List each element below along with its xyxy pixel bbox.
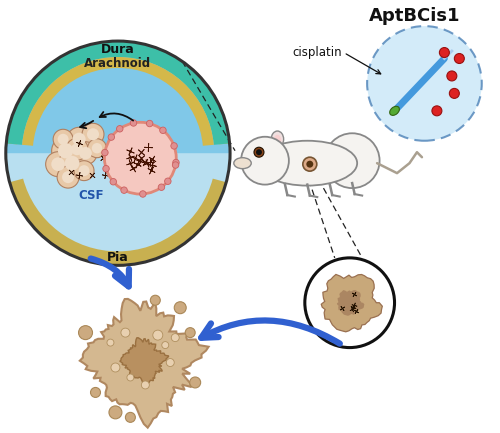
Circle shape (103, 165, 110, 172)
Wedge shape (22, 57, 214, 146)
Circle shape (6, 41, 230, 265)
Circle shape (160, 127, 166, 133)
Circle shape (172, 333, 179, 342)
Circle shape (67, 127, 91, 151)
Ellipse shape (258, 141, 357, 186)
Circle shape (121, 187, 128, 194)
Wedge shape (6, 41, 230, 153)
Circle shape (78, 326, 92, 339)
Circle shape (172, 162, 179, 168)
Circle shape (172, 159, 179, 166)
Circle shape (57, 166, 79, 188)
Circle shape (174, 302, 186, 313)
Circle shape (303, 157, 317, 171)
Circle shape (116, 126, 123, 132)
Circle shape (150, 295, 160, 305)
Circle shape (306, 161, 314, 168)
Circle shape (62, 171, 74, 183)
Circle shape (109, 406, 122, 419)
Ellipse shape (234, 158, 251, 169)
Circle shape (87, 128, 99, 140)
Ellipse shape (274, 135, 281, 146)
Circle shape (64, 156, 80, 171)
Circle shape (82, 123, 104, 145)
Circle shape (164, 178, 171, 184)
Circle shape (447, 71, 457, 81)
Ellipse shape (390, 106, 400, 115)
Polygon shape (322, 275, 382, 332)
Circle shape (432, 106, 442, 116)
Circle shape (440, 48, 450, 58)
Wedge shape (10, 179, 226, 265)
Ellipse shape (271, 131, 283, 148)
Circle shape (90, 388, 101, 397)
Circle shape (46, 152, 70, 177)
Polygon shape (120, 338, 169, 387)
Circle shape (74, 161, 94, 181)
Wedge shape (6, 41, 230, 144)
Circle shape (53, 129, 73, 149)
Circle shape (102, 149, 108, 156)
Circle shape (110, 178, 116, 185)
Text: Pia: Pia (107, 252, 129, 265)
Circle shape (78, 165, 90, 176)
Circle shape (305, 258, 394, 348)
Circle shape (58, 134, 68, 145)
Circle shape (153, 330, 163, 340)
Text: CSF: CSF (78, 189, 104, 202)
Circle shape (58, 143, 74, 158)
Circle shape (166, 359, 174, 366)
Circle shape (162, 342, 169, 349)
Circle shape (58, 150, 86, 177)
Circle shape (121, 328, 130, 337)
Circle shape (104, 122, 176, 194)
Circle shape (190, 377, 200, 388)
Circle shape (66, 138, 88, 160)
Text: Dura: Dura (101, 43, 135, 56)
Circle shape (325, 133, 380, 188)
Circle shape (254, 147, 264, 157)
Wedge shape (6, 41, 230, 145)
Circle shape (52, 157, 65, 171)
Circle shape (171, 143, 177, 149)
Circle shape (111, 363, 120, 372)
Circle shape (52, 137, 80, 165)
Circle shape (74, 142, 97, 165)
Circle shape (256, 149, 262, 155)
Circle shape (79, 147, 92, 159)
Polygon shape (80, 299, 208, 428)
Text: cisplatin: cisplatin (292, 46, 342, 59)
Circle shape (108, 134, 114, 140)
Circle shape (107, 339, 114, 346)
Circle shape (146, 120, 153, 127)
Circle shape (92, 143, 102, 153)
Circle shape (241, 137, 289, 184)
Circle shape (88, 139, 106, 158)
Text: Arachnoid: Arachnoid (84, 57, 152, 70)
Circle shape (185, 328, 195, 338)
Circle shape (140, 191, 146, 197)
Circle shape (71, 143, 83, 155)
Circle shape (367, 26, 482, 141)
Circle shape (142, 381, 150, 389)
Text: AptBCis1: AptBCis1 (368, 7, 460, 25)
Circle shape (158, 184, 164, 191)
Circle shape (450, 88, 460, 98)
Circle shape (127, 374, 134, 381)
Circle shape (126, 412, 136, 422)
Circle shape (454, 54, 464, 64)
Polygon shape (337, 290, 364, 316)
Circle shape (72, 132, 86, 146)
Circle shape (130, 120, 136, 126)
